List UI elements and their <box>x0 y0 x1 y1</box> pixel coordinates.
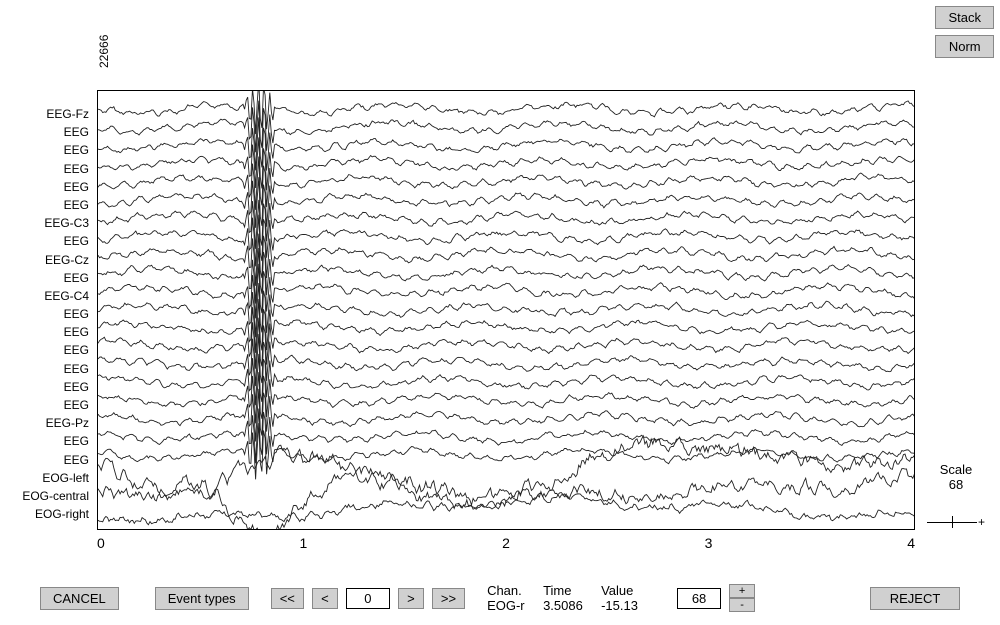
waveform-trace <box>98 200 914 249</box>
nav-next-button[interactable]: > <box>398 588 424 609</box>
x-tick: 2 <box>502 535 510 551</box>
channel-label: EEG <box>15 199 95 217</box>
channel-label: EEG-Pz <box>15 417 95 435</box>
waveform-trace <box>98 264 914 319</box>
waveform-trace <box>98 234 914 286</box>
channel-label: EOG-left <box>15 472 95 490</box>
x-tick: 3 <box>705 535 713 551</box>
time-marker: 22666 <box>97 35 111 68</box>
scale-value: 68 <box>927 477 985 492</box>
channel-label: EEG <box>15 399 95 417</box>
waveform-trace <box>98 101 914 153</box>
waveform-trace <box>98 283 914 337</box>
stack-button[interactable]: Stack <box>935 6 994 29</box>
waveform-trace <box>98 137 914 190</box>
channel-label: EEG <box>15 308 95 326</box>
channel-label: EEG <box>15 454 95 472</box>
channel-label: EEG <box>15 381 95 399</box>
bottom-toolbar: CANCEL Event types << < 0 > >> Chan. Tim… <box>40 583 960 613</box>
scale-label: Scale <box>927 462 985 477</box>
scale-input[interactable]: 68 <box>677 588 721 609</box>
channel-label: EEG <box>15 126 95 144</box>
channel-label: EEG <box>15 435 95 453</box>
waveform-trace <box>98 436 914 505</box>
channel-label: EEG <box>15 144 95 162</box>
time-value: 3.5086 <box>543 598 597 613</box>
channel-label: EEG <box>15 272 95 290</box>
channel-label: EEG-Fz <box>15 108 95 126</box>
event-types-button[interactable]: Event types <box>155 587 249 610</box>
nav-first-button[interactable]: << <box>271 588 304 609</box>
waveform-trace <box>98 248 914 304</box>
time-header: Time <box>543 583 597 598</box>
channel-label: EEG-Cz <box>15 254 95 272</box>
norm-button[interactable]: Norm <box>935 35 994 58</box>
waveform-trace <box>98 157 914 210</box>
nav-last-button[interactable]: >> <box>432 588 465 609</box>
channel-label: EEG <box>15 344 95 362</box>
scale-down-button[interactable]: - <box>729 598 755 612</box>
value-header: Value <box>601 583 651 598</box>
cancel-button[interactable]: CANCEL <box>40 587 119 610</box>
channel-label: EEG <box>15 363 95 381</box>
chan-header: Chan. <box>487 583 539 598</box>
page-input[interactable]: 0 <box>346 588 390 609</box>
x-tick: 0 <box>97 535 105 551</box>
chan-value: EOG-r <box>487 598 539 613</box>
channel-label: EEG <box>15 163 95 181</box>
channel-label: EEG <box>15 181 95 199</box>
channel-label: EEG-C3 <box>15 217 95 235</box>
channel-label: EEG-C4 <box>15 290 95 308</box>
channel-label: EOG-central <box>15 490 95 508</box>
waveform-trace <box>98 466 914 529</box>
channel-label: EEG <box>15 235 95 253</box>
scale-up-button[interactable]: + <box>729 584 755 598</box>
reject-button[interactable]: REJECT <box>870 587 960 610</box>
x-axis: 0 1 2 3 4 <box>97 535 915 551</box>
channel-label: EOG-right <box>15 508 95 526</box>
scale-tick: + <box>927 515 985 529</box>
x-tick: 1 <box>300 535 308 551</box>
waveform-trace <box>98 91 914 134</box>
waveform-trace <box>98 493 914 525</box>
channel-label: EEG <box>15 326 95 344</box>
waveform-plot[interactable] <box>97 90 915 530</box>
value-value: -15.13 <box>601 598 651 613</box>
channel-labels: EEG-FzEEGEEGEEGEEGEEGEEG-C3EEGEEG-CzEEGE… <box>15 108 95 526</box>
cursor-readout: Chan. Time Value EOG-r 3.5086 -15.13 <box>487 583 651 613</box>
plot-area: 22666 EEG-FzEEGEEGEEGEEGEEGEEG-C3EEGEEG-… <box>15 60 985 550</box>
scale-indicator: Scale 68 <box>927 462 985 492</box>
x-tick: 4 <box>907 535 915 551</box>
nav-prev-button[interactable]: < <box>312 588 338 609</box>
